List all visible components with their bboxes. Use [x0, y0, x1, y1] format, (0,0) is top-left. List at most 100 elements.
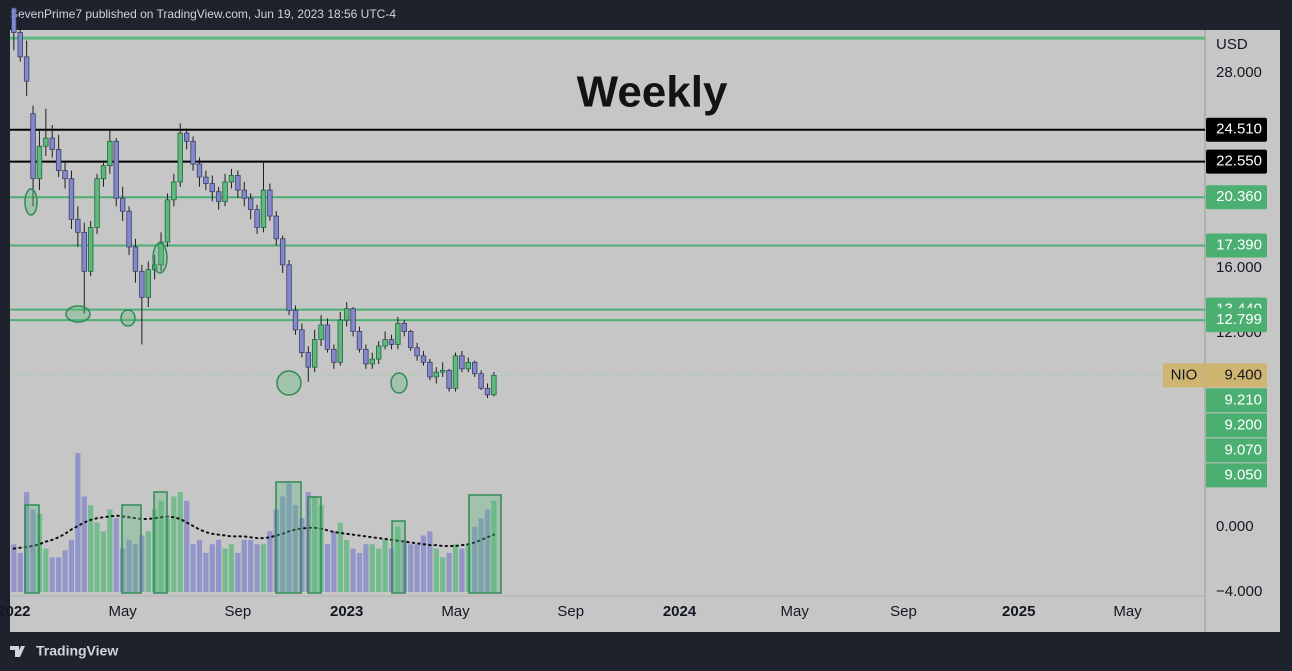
footer-logo: TradingView: [10, 643, 118, 659]
chart-title: Weekly: [577, 68, 728, 117]
candle-body: [401, 322, 407, 332]
candle-body: [484, 387, 491, 396]
price-tag: [1206, 413, 1267, 438]
volume-bar: [408, 544, 414, 592]
candle-body: [471, 361, 478, 375]
x-tick-label: May: [108, 603, 137, 620]
volume-bar: [228, 544, 235, 592]
price-tag-label: 9.210: [1224, 391, 1262, 408]
candle-body: [299, 329, 305, 353]
highlight-box: [468, 494, 502, 594]
pane-tick-label: −4.000: [1216, 583, 1262, 600]
candle-body: [279, 238, 286, 266]
level-tag: [1206, 149, 1267, 174]
candle-body: [324, 324, 331, 350]
symbol-tag: [1163, 363, 1205, 388]
candle-body: [356, 331, 363, 350]
candle-body: [369, 358, 375, 365]
volume-bar: [459, 548, 465, 592]
highlight-ellipse: [120, 309, 136, 327]
volume-bar: [324, 544, 331, 592]
level-tag-label: 12.799: [1216, 311, 1262, 328]
volume-bar: [299, 518, 305, 592]
candle-body: [235, 175, 241, 191]
level-tag-label: 22.550: [1216, 153, 1262, 170]
volume-bar: [24, 492, 30, 592]
level-tag-label: 24.510: [1216, 121, 1262, 138]
volume-bar: [216, 539, 222, 592]
candle-body: [36, 145, 43, 180]
x-tick-label: Sep: [890, 603, 917, 620]
price-tag-label: 9.200: [1224, 416, 1262, 433]
x-tick-label: 2022: [0, 603, 31, 620]
volume-bar: [56, 557, 62, 592]
volume-bar: [491, 500, 497, 592]
candle-body: [318, 324, 324, 340]
volume-bar: [30, 509, 36, 592]
candle-body: [407, 331, 414, 349]
price-tag-label: 9.050: [1224, 466, 1262, 483]
candle-body: [388, 339, 395, 345]
y-tick-label: 28.000: [1216, 64, 1262, 81]
x-tick-label: May: [781, 603, 810, 620]
level-tag-label: 17.390: [1216, 236, 1262, 253]
volume-bar: [312, 496, 318, 592]
candle-body: [273, 215, 279, 240]
volume-bar: [337, 522, 343, 592]
volume-bar: [184, 500, 190, 592]
volume-bar: [478, 518, 484, 592]
candle-body: [215, 191, 222, 202]
highlights: [24, 188, 502, 594]
currency: USD: [1216, 36, 1248, 53]
candle-body: [382, 339, 388, 347]
candle-body: [209, 183, 215, 193]
x-tick-label: Sep: [225, 603, 252, 620]
candle-body: [452, 355, 459, 389]
candle-body: [375, 345, 382, 360]
volume-bar: [395, 526, 401, 592]
volume-bar: [446, 552, 452, 592]
candle-body: [17, 32, 23, 58]
volume-bar: [369, 544, 375, 592]
candle-body: [171, 181, 177, 201]
volume-bar: [427, 531, 433, 592]
volume-bar: [356, 552, 363, 592]
volume-bar: [452, 544, 459, 592]
volume-bar: [209, 544, 215, 592]
volume-bar: [222, 548, 228, 592]
candle-body: [49, 137, 55, 150]
volume-bar: [472, 526, 478, 592]
volume-bar: [177, 492, 183, 592]
candle-body: [311, 339, 318, 368]
logo-mark: [10, 646, 25, 657]
volume-bar: [414, 544, 420, 592]
highlight-ellipse: [24, 188, 38, 216]
x-tick-label: May: [441, 603, 470, 620]
volume-bar: [292, 505, 299, 592]
candle-body: [158, 241, 164, 266]
volume-bar: [376, 548, 382, 592]
volume-bar: [132, 544, 139, 592]
candle-body: [43, 137, 49, 147]
volume-bar: [254, 544, 260, 592]
level-tag: [1206, 117, 1267, 142]
candle-body: [427, 361, 433, 378]
highlight-ellipse: [276, 370, 302, 396]
volume-bar: [113, 518, 119, 592]
candle-body: [203, 176, 209, 184]
highlight-ellipse: [390, 372, 408, 394]
y-tick-label: 16.000: [1216, 259, 1262, 276]
candle-body: [478, 373, 484, 389]
symbol-tag-label: NIO: [1171, 366, 1198, 383]
volume-bar: [68, 539, 75, 592]
candle-body: [100, 165, 107, 180]
volume-bar: [241, 539, 247, 592]
volume-bar: [363, 544, 369, 592]
candle-body: [247, 197, 254, 210]
candle-body: [241, 189, 247, 199]
volume-bar: [11, 544, 17, 592]
candle-body: [11, 7, 17, 33]
volume-bar: [484, 509, 491, 592]
highlight-box: [121, 504, 142, 594]
